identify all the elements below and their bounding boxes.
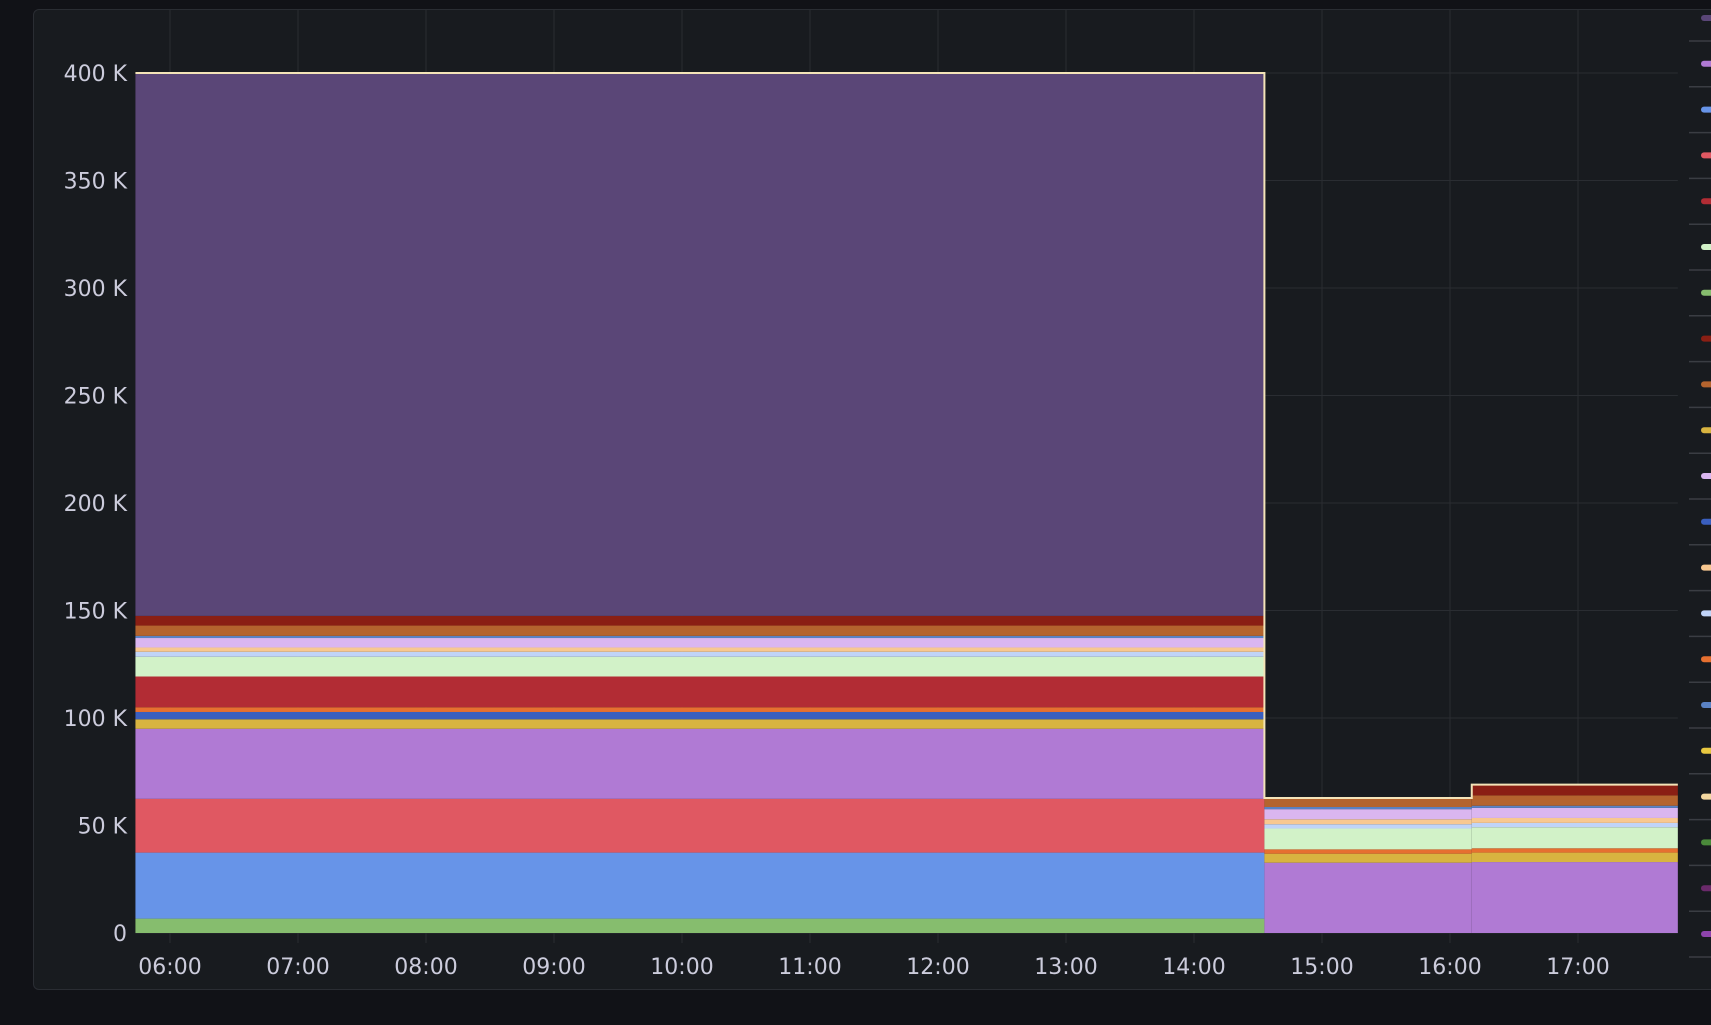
area-band-series-6	[1471, 848, 1678, 853]
area-band-series-10	[1264, 819, 1472, 825]
x-tick-label: 16:00	[1418, 955, 1481, 980]
area-band-series-12	[1264, 807, 1472, 810]
area-band-series-11	[1471, 807, 1678, 818]
area-band-series-4	[1471, 852, 1678, 863]
area-band-series-12	[1471, 805, 1678, 808]
area-band-series-2	[135, 798, 1265, 853]
area-band-series-3	[135, 728, 1265, 799]
area-band-series-3	[1471, 862, 1678, 933]
legend-marker-icon[interactable]	[1701, 289, 1711, 296]
area-band-series-8	[135, 656, 1265, 677]
area-band-series-11	[135, 638, 1265, 648]
legend-marker-icon[interactable]	[1701, 564, 1711, 571]
x-tick-label: 13:00	[1034, 955, 1097, 980]
legend-marker-icon[interactable]	[1701, 15, 1711, 21]
y-tick-label: 150 K	[64, 600, 128, 625]
x-tick-label: 15:00	[1290, 955, 1353, 980]
x-tick-label: 10:00	[650, 955, 713, 980]
area-band-series-1	[135, 852, 1265, 919]
legend-marker-icon[interactable]	[1701, 244, 1711, 250]
area-band-series-4	[1264, 853, 1472, 863]
area-band-series-7	[135, 676, 1265, 708]
area-band-series-13	[135, 625, 1265, 636]
legend-marker-icon[interactable]	[1701, 885, 1711, 892]
legend[interactable]	[1689, 15, 1711, 958]
area-band-series-11	[1264, 809, 1472, 820]
legend-marker-icon[interactable]	[1701, 427, 1711, 434]
legend-marker-icon[interactable]	[1701, 60, 1711, 67]
legend-marker-icon[interactable]	[1701, 793, 1711, 800]
area-band-series-14	[135, 615, 1265, 626]
legend-marker-icon[interactable]	[1701, 335, 1711, 342]
series-areas	[135, 73, 1678, 933]
area-band-series-0	[135, 918, 1265, 933]
area-band-series-12	[135, 635, 1265, 639]
x-tick-label: 14:00	[1162, 955, 1225, 980]
area-band-series-6	[1264, 849, 1472, 854]
legend-marker-icon[interactable]	[1701, 702, 1711, 708]
x-tick-label: 17:00	[1546, 955, 1609, 980]
y-tick-label: 0	[113, 922, 127, 947]
area-band-series-9	[1471, 822, 1678, 828]
area-band-series-8	[1471, 827, 1678, 849]
y-tick-label: 300 K	[64, 277, 128, 302]
y-axis: 0 50 K 100 K 150 K 200 K 250 K 300 K 350 K 400 K	[64, 62, 128, 947]
area-band-series-13	[1264, 797, 1472, 808]
total-line	[135, 72, 1678, 799]
area-band-series-9	[135, 651, 1265, 657]
y-tick-label: 100 K	[64, 707, 128, 732]
area-band-series-5	[135, 711, 1265, 720]
area-band-series-10	[1471, 817, 1678, 823]
x-tick-label: 06:00	[138, 955, 201, 980]
x-tick-label: 12:00	[906, 955, 969, 980]
y-tick-label: 250 K	[64, 385, 128, 410]
x-tick-label: 07:00	[266, 955, 329, 980]
legend-marker-icon[interactable]	[1701, 610, 1711, 617]
area-band-series-9	[1264, 824, 1472, 829]
legend-marker-icon[interactable]	[1701, 747, 1711, 754]
area-band-series-10	[135, 647, 1265, 652]
x-tick-label: 08:00	[394, 955, 457, 980]
area-band-series-3	[1264, 862, 1472, 933]
area-band-series-14	[1471, 784, 1678, 796]
legend-marker-icon[interactable]	[1701, 518, 1711, 525]
y-tick-label: 50 K	[78, 815, 128, 840]
legend-marker-icon[interactable]	[1701, 839, 1711, 846]
legend-marker-icon[interactable]	[1701, 381, 1711, 388]
legend-marker-icon[interactable]	[1701, 656, 1711, 663]
x-axis: 06:00 07:00 08:00 09:00 10:00 11:00 12:00 13:00…	[138, 955, 1609, 980]
legend-marker-icon[interactable]	[1701, 931, 1711, 937]
total-outline	[135, 72, 1678, 799]
area-band-series-15	[135, 73, 1265, 616]
y-tick-label: 400 K	[64, 62, 128, 87]
legend-marker-icon[interactable]	[1701, 473, 1711, 479]
area-band-series-8	[1264, 828, 1472, 850]
legend-marker-icon[interactable]	[1701, 152, 1711, 159]
legend-marker-icon[interactable]	[1701, 106, 1711, 113]
y-tick-label: 350 K	[64, 170, 128, 195]
x-tick-label: 11:00	[778, 955, 841, 980]
area-band-series-6	[135, 707, 1265, 712]
area-band-series-13	[1471, 795, 1678, 806]
y-tick-label: 200 K	[64, 492, 128, 517]
legend-marker-icon[interactable]	[1701, 198, 1711, 205]
x-tick-label: 09:00	[522, 955, 585, 980]
area-band-series-4	[135, 719, 1265, 729]
